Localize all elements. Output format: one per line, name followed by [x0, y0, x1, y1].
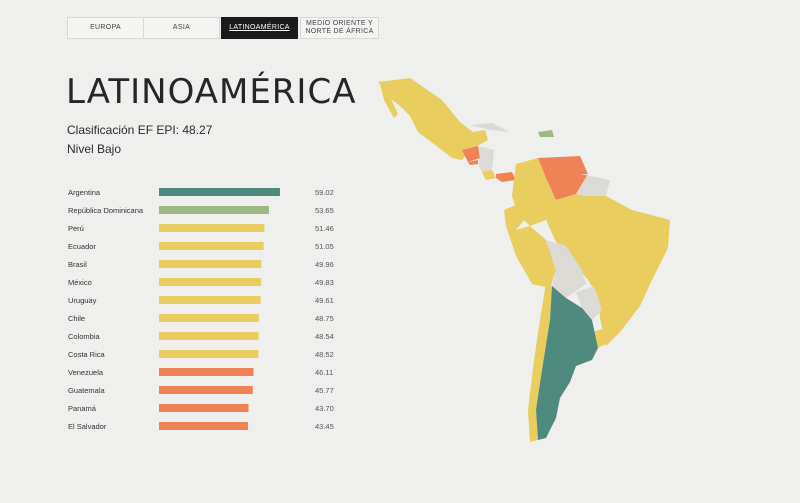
map-costa-rica[interactable] — [482, 170, 496, 180]
bar-argentina — [159, 188, 280, 196]
map-panama[interactable] — [496, 172, 516, 182]
map-el-salvador[interactable] — [468, 160, 478, 165]
map-colombia[interactable] — [512, 158, 556, 226]
bar-venezuela — [159, 368, 254, 376]
map-venezuela[interactable] — [538, 156, 588, 200]
value-label-republica-dominicana: 53.65 — [315, 206, 334, 215]
map-bolivia[interactable] — [546, 240, 586, 298]
country-label-panama: Panamá — [68, 404, 97, 413]
bar-chile — [159, 314, 259, 322]
bar-brasil — [159, 260, 262, 268]
map-brazil[interactable] — [546, 194, 670, 346]
page-title: LATINOAMÉRICA — [66, 72, 357, 112]
tab-europa[interactable]: EUROPA — [67, 17, 144, 39]
country-label-el-salvador: El Salvador — [68, 422, 107, 431]
map-guatemala[interactable] — [462, 146, 480, 162]
value-label-el-salvador: 43.45 — [315, 422, 334, 431]
country-label-peru: Perú — [68, 224, 84, 233]
map-guianas[interactable] — [576, 174, 610, 196]
map-honduras-nicaragua[interactable] — [478, 146, 494, 172]
tab-latinoamerica[interactable]: LATINOAMÉRICA — [221, 17, 298, 39]
value-label-argentina: 59.02 — [315, 188, 334, 197]
map-ecuador[interactable] — [504, 204, 526, 230]
value-label-uruguay: 49.61 — [315, 296, 334, 305]
bar-republica-dominicana — [159, 206, 269, 214]
country-bar-chart: Argentina 59.02 República Dominicana 53.65 P… — [68, 188, 334, 431]
bar-mexico — [159, 278, 262, 286]
map-baja-california[interactable] — [380, 84, 398, 118]
value-label-brasil: 49.96 — [315, 260, 334, 269]
epi-score: Clasificación EF EPI: 48.27 — [67, 123, 213, 137]
region-tabs: EUROPA ASIA LATINOAMÉRICA MEDIO ORIENTE … — [67, 17, 379, 39]
value-label-colombia: 48.54 — [315, 332, 334, 341]
country-label-ecuador: Ecuador — [68, 242, 96, 251]
map-paraguay[interactable] — [576, 286, 602, 320]
value-label-venezuela: 46.11 — [315, 368, 333, 377]
country-label-uruguay: Uruguay — [68, 296, 97, 305]
bar-guatemala — [159, 386, 253, 394]
value-label-costa-rica: 48.52 — [315, 350, 334, 359]
map-cuba[interactable] — [470, 123, 510, 132]
value-label-chile: 48.75 — [315, 314, 334, 323]
country-label-venezuela: Venezuela — [68, 368, 104, 377]
country-label-brasil: Brasil — [68, 260, 87, 269]
country-label-argentina: Argentina — [68, 188, 101, 197]
bar-panama — [159, 404, 249, 412]
country-label-republica-dominicana: República Dominicana — [68, 206, 144, 215]
latin-america-map — [378, 78, 670, 442]
country-label-chile: Chile — [68, 314, 85, 323]
bar-colombia — [159, 332, 259, 340]
map-peru[interactable] — [506, 226, 556, 288]
map-dominican-republic[interactable] — [538, 130, 554, 137]
country-label-costa-rica: Costa Rica — [68, 350, 106, 359]
country-label-colombia: Colombia — [68, 332, 101, 341]
map-mexico[interactable] — [378, 78, 488, 160]
value-label-mexico: 49.83 — [315, 278, 334, 287]
tab-medio-oriente[interactable]: MEDIO ORIENTE Y NORTE DE ÁFRICA — [300, 17, 379, 39]
tab-asia[interactable]: ASIA — [143, 17, 220, 39]
bar-el-salvador — [159, 422, 249, 430]
bar-costa-rica — [159, 350, 259, 358]
map-argentina[interactable] — [536, 286, 598, 440]
bar-peru — [159, 224, 265, 232]
map-chile[interactable] — [528, 282, 552, 442]
bar-uruguay — [159, 296, 261, 304]
value-label-peru: 51.46 — [315, 224, 334, 233]
country-label-guatemala: Guatemala — [68, 386, 106, 395]
value-label-guatemala: 45.77 — [315, 386, 334, 395]
proficiency-level: Nivel Bajo — [67, 142, 122, 156]
country-label-mexico: México — [68, 278, 92, 287]
bar-ecuador — [159, 242, 264, 250]
value-label-panama: 43.70 — [315, 404, 334, 413]
value-label-ecuador: 51.05 — [315, 242, 334, 251]
